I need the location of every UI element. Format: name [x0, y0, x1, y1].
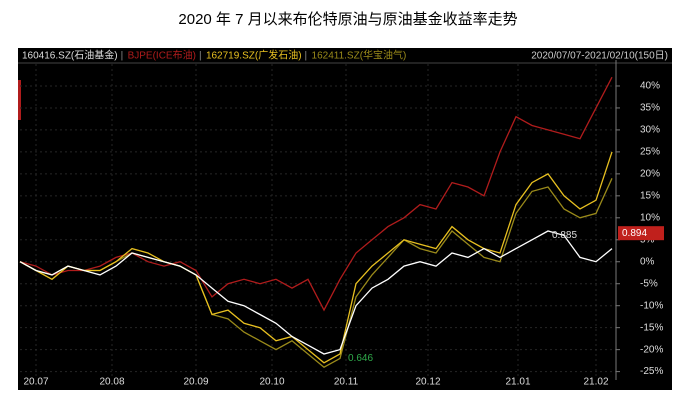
y-tick-label: 0% [640, 256, 655, 267]
y-tick-label: 20% [640, 168, 660, 179]
y-tick-label: -5% [640, 278, 658, 289]
legend-separator: | [199, 51, 202, 62]
legend-entry: 162719.SZ(广发石油) [206, 49, 302, 62]
legend-separator: | [121, 51, 124, 62]
date-range: 2020/07/07-2021/02/10(150日) [531, 51, 668, 62]
y-tick-label: 30% [640, 125, 660, 136]
series-line [19, 230, 613, 355]
legend-separator: | [305, 51, 308, 62]
y-tick-label: 15% [640, 190, 660, 201]
y-tick-label: -20% [640, 344, 663, 355]
chart-title: 2020 年 7 月以来布伦特原油与原油基金收益率走势 [178, 11, 517, 28]
annotation: 0.885 [552, 230, 577, 241]
y-tick-label: 25% [640, 147, 660, 158]
x-tick-label: 20.09 [183, 377, 208, 388]
series-line [19, 151, 613, 364]
y-tick-label: 35% [640, 103, 660, 114]
y-tick-label: -25% [640, 366, 663, 377]
x-tick-label: 21.02 [583, 377, 608, 388]
x-tick-label: 20.08 [99, 377, 124, 388]
x-tick-label: 20.12 [415, 377, 440, 388]
x-tick-label: 20.07 [23, 377, 48, 388]
y-tick-label: 10% [640, 212, 660, 223]
last-value-box [618, 226, 664, 241]
y-tick-label: -15% [640, 322, 663, 333]
x-tick-label: 21.01 [505, 377, 530, 388]
y-tick-label: -10% [640, 300, 663, 311]
x-tick-label: 20.10 [259, 377, 284, 388]
legend-entry: 160416.SZ(石油基金) [22, 49, 118, 62]
legend-entry: 162411.SZ(华宝油气) [312, 49, 407, 62]
x-tick-label: 20.11 [334, 377, 359, 388]
y-tick-label: 40% [640, 81, 660, 92]
annotation: 0.646 [348, 353, 373, 364]
series-line [19, 76, 613, 312]
side-marker [18, 80, 21, 120]
legend-entry: BJPE(ICE布油) [128, 49, 196, 62]
last-value-label: 0.894 [622, 228, 647, 239]
